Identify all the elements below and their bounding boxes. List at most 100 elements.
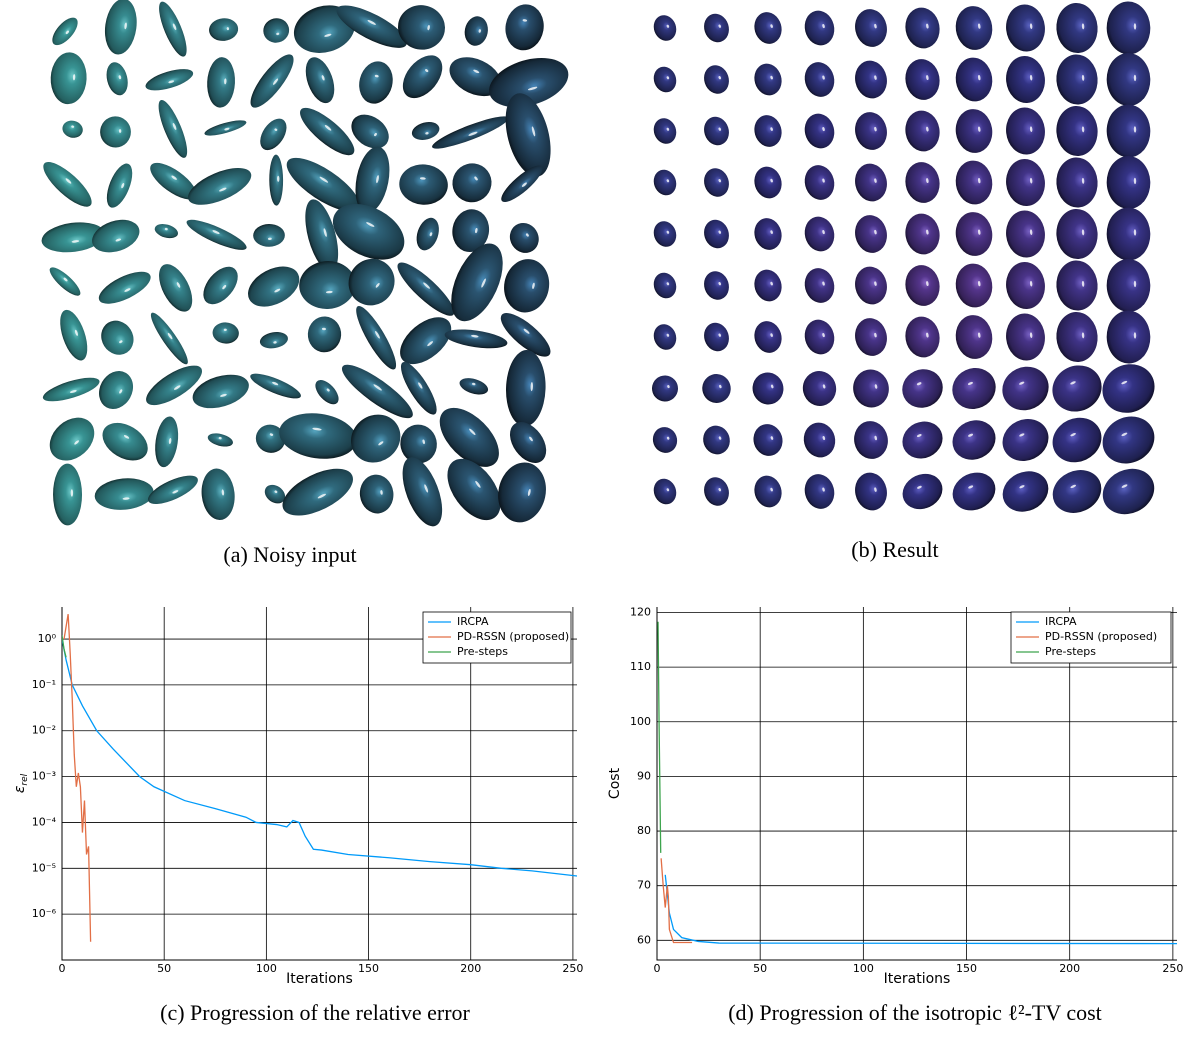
ellipsoid-glyph <box>902 5 943 51</box>
ellipsoid-glyph <box>1004 3 1048 54</box>
ellipsoid-glyph <box>41 409 103 469</box>
ellipsoid-glyph <box>700 268 732 303</box>
legend-label: Pre-steps <box>457 645 508 658</box>
ellipsoid-glyph <box>413 215 443 253</box>
ellipsoid-glyph <box>751 266 786 304</box>
ellipsoid-glyph <box>852 58 891 102</box>
ellipsoid-glyph <box>146 309 192 368</box>
ellipsoid-glyph <box>37 156 97 214</box>
ellipsoid-glyph <box>102 0 140 57</box>
ellipsoid-glyph <box>851 418 892 462</box>
y-axis-label: εrel <box>12 773 30 793</box>
y-tick-label: 120 <box>630 605 651 618</box>
ellipsoid-glyph <box>183 160 256 212</box>
ellipsoid-glyph <box>444 326 509 351</box>
ellipsoid-glyph <box>751 318 786 356</box>
ellipsoid-glyph <box>801 7 838 48</box>
ellipsoid-glyph <box>94 265 155 310</box>
ellipsoid-glyph <box>208 17 239 42</box>
ellipsoid-glyph <box>1004 157 1048 208</box>
x-tick-label: 0 <box>654 962 661 975</box>
series-line <box>658 622 661 853</box>
legend-label: Pre-steps <box>1045 645 1096 658</box>
ellipsoid-glyph <box>700 319 732 354</box>
ellipsoid-glyph <box>100 116 132 148</box>
page: (a) Noisy input (b) Result (c) Progressi… <box>0 0 1189 1037</box>
ellipsoid-glyph <box>311 376 343 408</box>
ellipsoid-glyph <box>699 422 733 458</box>
ellipsoid-glyph <box>1055 259 1100 312</box>
ellipsoid-glyph <box>700 10 732 45</box>
legend-label: PD-RSSN (proposed) <box>457 630 569 643</box>
ellipsoid-glyph <box>197 260 245 310</box>
caption: (c) Progression of the relative error <box>160 1000 470 1025</box>
ellipsoid-glyph <box>88 214 144 258</box>
legend-label: IRCPA <box>457 615 489 628</box>
y-tick-label: 10⁻³ <box>32 770 56 783</box>
ellipsoid-glyph <box>953 210 995 259</box>
ellipsoid-glyph <box>1095 461 1161 523</box>
ellipsoid-glyph <box>153 97 192 161</box>
ellipsoid-glyph <box>92 365 139 415</box>
ellipsoid-glyph <box>152 259 199 317</box>
ellipsoid-glyph <box>650 476 680 508</box>
ellipsoid-glyph <box>1106 52 1151 106</box>
ellipsoid-glyph <box>1045 410 1109 470</box>
ellipsoid-glyph <box>430 111 511 154</box>
ellipsoid-glyph <box>300 53 340 106</box>
ellipsoid-glyph <box>253 224 285 247</box>
ellipsoid-glyph <box>184 214 250 255</box>
ellipsoid-glyph <box>750 421 787 460</box>
y-axis-symbol: Cost <box>607 767 623 799</box>
ellipsoid-glyph <box>995 359 1056 418</box>
y-tick-label: 90 <box>637 769 651 782</box>
x-tick-label: 250 <box>1162 962 1183 975</box>
ellipsoid-glyph <box>751 163 786 201</box>
ellipsoid-glyph <box>143 65 195 95</box>
ellipsoid-glyph <box>751 60 786 98</box>
ellipsoid-glyph <box>700 474 732 509</box>
ellipsoid-glyph <box>648 372 681 405</box>
ellipsoid-glyph <box>339 250 404 315</box>
ellipsoid-glyph <box>700 216 732 251</box>
ellipsoid-glyph <box>801 162 838 203</box>
ellipsoid-glyph <box>276 408 360 463</box>
ellipsoid-glyph <box>946 466 1001 518</box>
ellipsoid-glyph <box>1106 207 1151 261</box>
ellipsoid-glyph <box>1094 356 1162 422</box>
y-tick-label: 70 <box>637 879 651 892</box>
ellipsoid-glyph <box>852 212 891 256</box>
ellipsoid-glyph <box>504 217 544 258</box>
ellipsoid-glyph <box>650 167 680 199</box>
ellipsoid-glyph <box>307 316 342 353</box>
ellipsoid-glyph <box>946 413 1002 466</box>
ellipsoid-glyph <box>953 313 995 362</box>
ellipsoid-glyph <box>1106 310 1151 364</box>
y-tick-label: 110 <box>630 660 651 673</box>
ellipsoid-glyph <box>398 162 450 206</box>
ellipsoid-glyph <box>1004 312 1048 363</box>
ellipsoid-glyph <box>199 467 237 522</box>
ellipsoid-glyph <box>103 60 131 97</box>
ellipsoid-glyph <box>294 101 361 162</box>
legend-label: IRCPA <box>1045 615 1077 628</box>
ellipsoid-glyph <box>953 261 995 310</box>
ellipsoid-glyph <box>445 156 500 211</box>
series-line <box>665 875 1177 944</box>
ellipsoid-glyph <box>902 159 943 205</box>
ellipsoid-glyph <box>801 471 838 512</box>
ellipsoid-glyph <box>650 12 680 44</box>
ellipsoid-glyph <box>946 361 1003 416</box>
ellipsoid-glyph <box>395 48 450 106</box>
ellipsoid-glyph <box>896 363 949 415</box>
ellipsoid-glyph <box>153 222 179 241</box>
ellipsoid-glyph <box>493 458 552 527</box>
ellipsoid-glyph <box>269 155 283 206</box>
ellipsoid-glyph <box>50 51 88 105</box>
x-tick-label: 0 <box>59 962 66 975</box>
ellipsoid-glyph <box>902 56 943 102</box>
y-tick-label: 10⁰ <box>38 632 57 645</box>
ellipsoid-glyph <box>46 264 84 300</box>
ellipsoid-glyph <box>650 115 680 147</box>
ellipsoid-glyph <box>801 265 838 306</box>
